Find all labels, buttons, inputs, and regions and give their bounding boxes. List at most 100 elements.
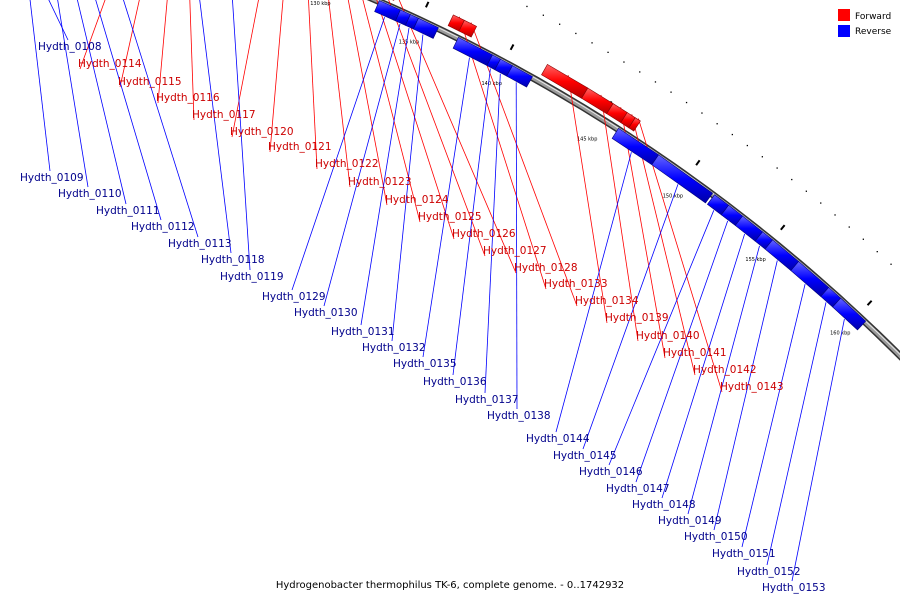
guide-dot	[716, 123, 718, 125]
guide-dot	[607, 51, 609, 53]
reverse-leader-line	[713, 260, 778, 531]
forward-leader-line	[600, 94, 639, 342]
gene-label: Hydth_0136	[423, 376, 487, 388]
guide-dot	[591, 42, 593, 44]
gene-label: Hydth_0137	[455, 394, 519, 406]
gene-label: Hydth_0152	[737, 566, 801, 578]
reverse-gene-block	[611, 127, 660, 166]
reverse-leader-line	[422, 57, 470, 358]
gene-labels: Hydth_0114 Hydth_0115 Hydth_0116 Hydth_0117…	[20, 41, 826, 594]
gene-label: Hydth_0116	[156, 92, 220, 104]
reverse-leader-line	[360, 28, 410, 326]
guide-dot	[776, 167, 778, 169]
gene-label: Hydth_0139	[605, 312, 669, 324]
gene-label: Hydth_0134	[575, 295, 639, 307]
guide-dot	[761, 156, 763, 158]
reverse-leader-line	[77, 0, 127, 205]
label-leader-lines	[29, 0, 845, 582]
forward-gene-block	[458, 19, 478, 38]
reverse-leader-line	[48, 0, 69, 41]
scale-tick-label: 135 kbp	[399, 40, 419, 46]
gene-label: Hydth_0122	[315, 158, 379, 170]
scale-tick	[695, 159, 701, 166]
guide-dot	[639, 71, 641, 73]
reverse-leader-line	[323, 23, 401, 307]
scale-tick	[425, 1, 430, 8]
reverse-leader-line	[232, 0, 251, 271]
map-caption: Hydrogenobacter thermophilus TK-6, compl…	[276, 580, 624, 591]
gene-label: Hydth_0124	[385, 194, 449, 206]
forward-gene-block	[628, 117, 641, 132]
guide-dot	[746, 144, 748, 147]
reverse-leader-line	[766, 302, 827, 566]
guide-dot	[862, 238, 864, 240]
scale-tick-label: 130 kbp	[310, 1, 330, 7]
gene-label: Hydth_0115	[118, 76, 182, 88]
guide-dot	[890, 263, 892, 265]
gene-label: Hydth_0108	[38, 41, 102, 53]
guide-dot	[834, 214, 836, 216]
scale-tick-label: 140 kbp	[482, 81, 502, 87]
reverse-leader-line	[687, 245, 760, 515]
forward-leader-line	[458, 16, 547, 290]
gene-label: Hydth_0144	[526, 433, 590, 445]
gene-label: Hydth_0127	[483, 245, 547, 257]
guide-dot	[876, 251, 878, 253]
gene-label: Hydth_0146	[579, 466, 643, 478]
guide-dot	[791, 178, 793, 181]
guide-dot	[731, 133, 733, 136]
reverse-leader-line	[635, 220, 729, 483]
reverse-gene-block	[651, 154, 714, 204]
gene-label: Hydth_0135	[393, 358, 457, 370]
gene-label: Hydth_0110	[58, 188, 122, 200]
reverse-leader-line	[123, 0, 199, 238]
scale-tick-label: 160 kbp	[830, 330, 850, 336]
guide-dot	[542, 14, 544, 16]
gene-label: Hydth_0129	[262, 291, 326, 303]
guide-dot	[848, 226, 850, 228]
gene-label: Hydth_0149	[658, 515, 722, 527]
gene-label: Hydth_0138	[487, 410, 551, 422]
scale-tick	[780, 224, 786, 231]
gene-label: Hydth_0131	[331, 326, 395, 338]
gene-label: Hydth_0145	[553, 450, 617, 462]
scale-tick	[866, 300, 873, 306]
gene-label: Hydth_0147	[606, 483, 670, 495]
gene-label: Hydth_0143	[720, 381, 784, 393]
reverse-gene-block	[790, 260, 830, 297]
gene-label: Hydth_0148	[632, 499, 696, 511]
guide-dot	[575, 32, 577, 35]
guide-dot	[623, 61, 625, 63]
reverse-leader-line	[555, 152, 632, 433]
scale-tick	[509, 44, 515, 51]
forward-leader-line	[398, 0, 517, 274]
guide-dot	[526, 5, 528, 8]
gene-label: Hydth_0153	[762, 582, 826, 594]
guide-dot	[701, 112, 703, 114]
guide-dot	[820, 202, 822, 204]
reverse-leader-line	[515, 82, 518, 410]
guide-dot	[559, 23, 561, 25]
forward-leader-line	[388, 0, 486, 257]
forward-leader-line	[79, 0, 106, 70]
gene-label: Hydth_0123	[348, 176, 412, 188]
forward-leader-line	[231, 0, 259, 138]
forward-leader-line	[157, 0, 168, 104]
gene-label: Hydth_0130	[294, 307, 358, 319]
guide-dot	[805, 190, 807, 192]
gene-label: Hydth_0125	[418, 211, 482, 223]
gene-label: Hydth_0142	[693, 364, 757, 376]
reverse-leader-line	[57, 0, 89, 188]
reverse-leader-line	[291, 16, 385, 291]
forward-leader-line	[269, 0, 284, 153]
reverse-leader-line	[199, 0, 232, 254]
reverse-leader-line	[741, 284, 806, 548]
gene-label: Hydth_0112	[131, 221, 195, 233]
scale-tick-label: 150 kbp	[663, 194, 683, 200]
gene-label: Hydth_0113	[168, 238, 232, 250]
gene-label: Hydth_0133	[544, 278, 608, 290]
guide-dot	[685, 101, 688, 104]
gene-label: Hydth_0119	[220, 271, 284, 283]
